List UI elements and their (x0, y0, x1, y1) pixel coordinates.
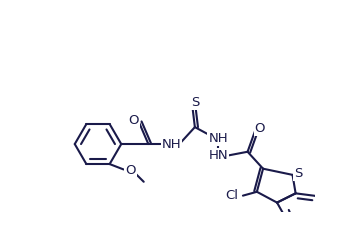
Text: Cl: Cl (226, 189, 239, 202)
Text: HN: HN (208, 149, 228, 162)
Text: NH: NH (162, 138, 181, 151)
Text: S: S (191, 96, 199, 109)
Text: NH: NH (208, 132, 228, 145)
Text: O: O (125, 164, 136, 177)
Text: O: O (128, 114, 139, 128)
Text: S: S (294, 167, 302, 180)
Text: O: O (255, 122, 265, 135)
